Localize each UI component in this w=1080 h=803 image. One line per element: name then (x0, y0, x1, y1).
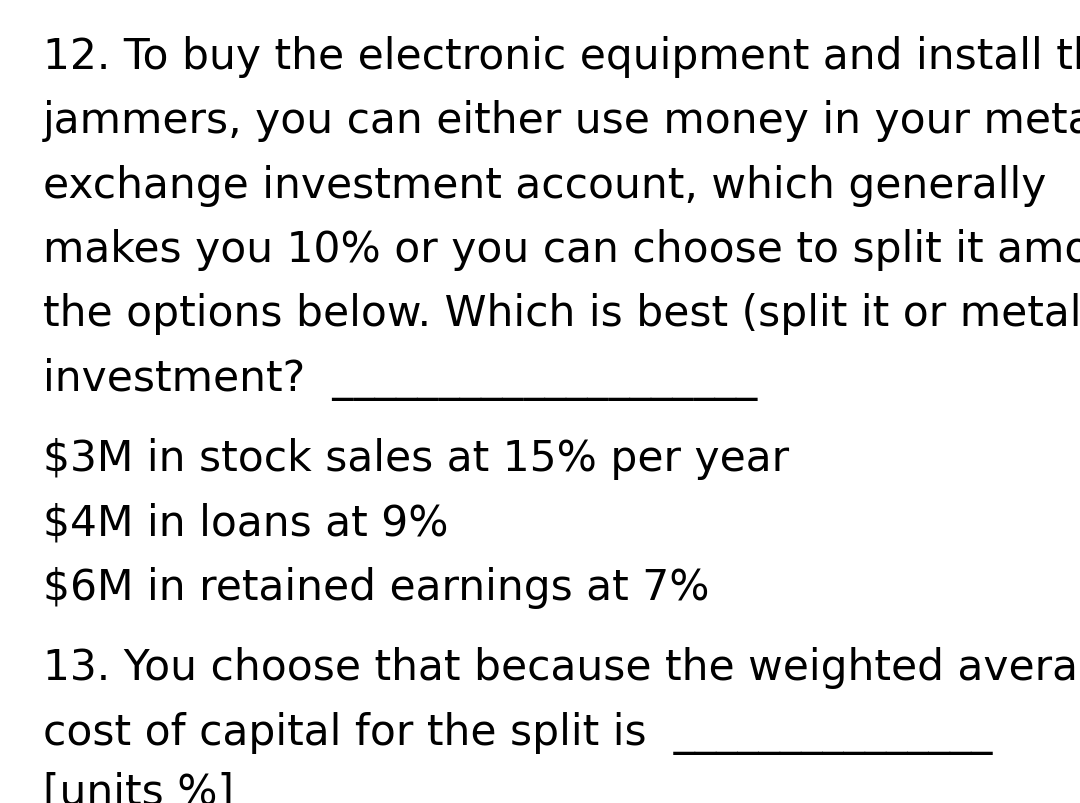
Text: 13. You choose that because the weighted average: 13. You choose that because the weighted… (43, 646, 1080, 688)
Text: makes you 10% or you can choose to split it among: makes you 10% or you can choose to split… (43, 229, 1080, 271)
Text: $6M in retained earnings at 7%: $6M in retained earnings at 7% (43, 566, 710, 608)
Text: exchange investment account, which generally: exchange investment account, which gener… (43, 165, 1047, 206)
Text: [units %]: [units %] (43, 771, 234, 803)
Text: cost of capital for the split is  _______________: cost of capital for the split is _______… (43, 711, 993, 753)
Text: $3M in stock sales at 15% per year: $3M in stock sales at 15% per year (43, 438, 789, 479)
Text: jammers, you can either use money in your metals: jammers, you can either use money in you… (43, 100, 1080, 142)
Text: investment?  ____________________: investment? ____________________ (43, 357, 757, 400)
Text: $4M in loans at 9%: $4M in loans at 9% (43, 502, 448, 544)
Text: the options below. Which is best (split it or metals: the options below. Which is best (split … (43, 293, 1080, 335)
Text: 12. To buy the electronic equipment and install the: 12. To buy the electronic equipment and … (43, 36, 1080, 78)
